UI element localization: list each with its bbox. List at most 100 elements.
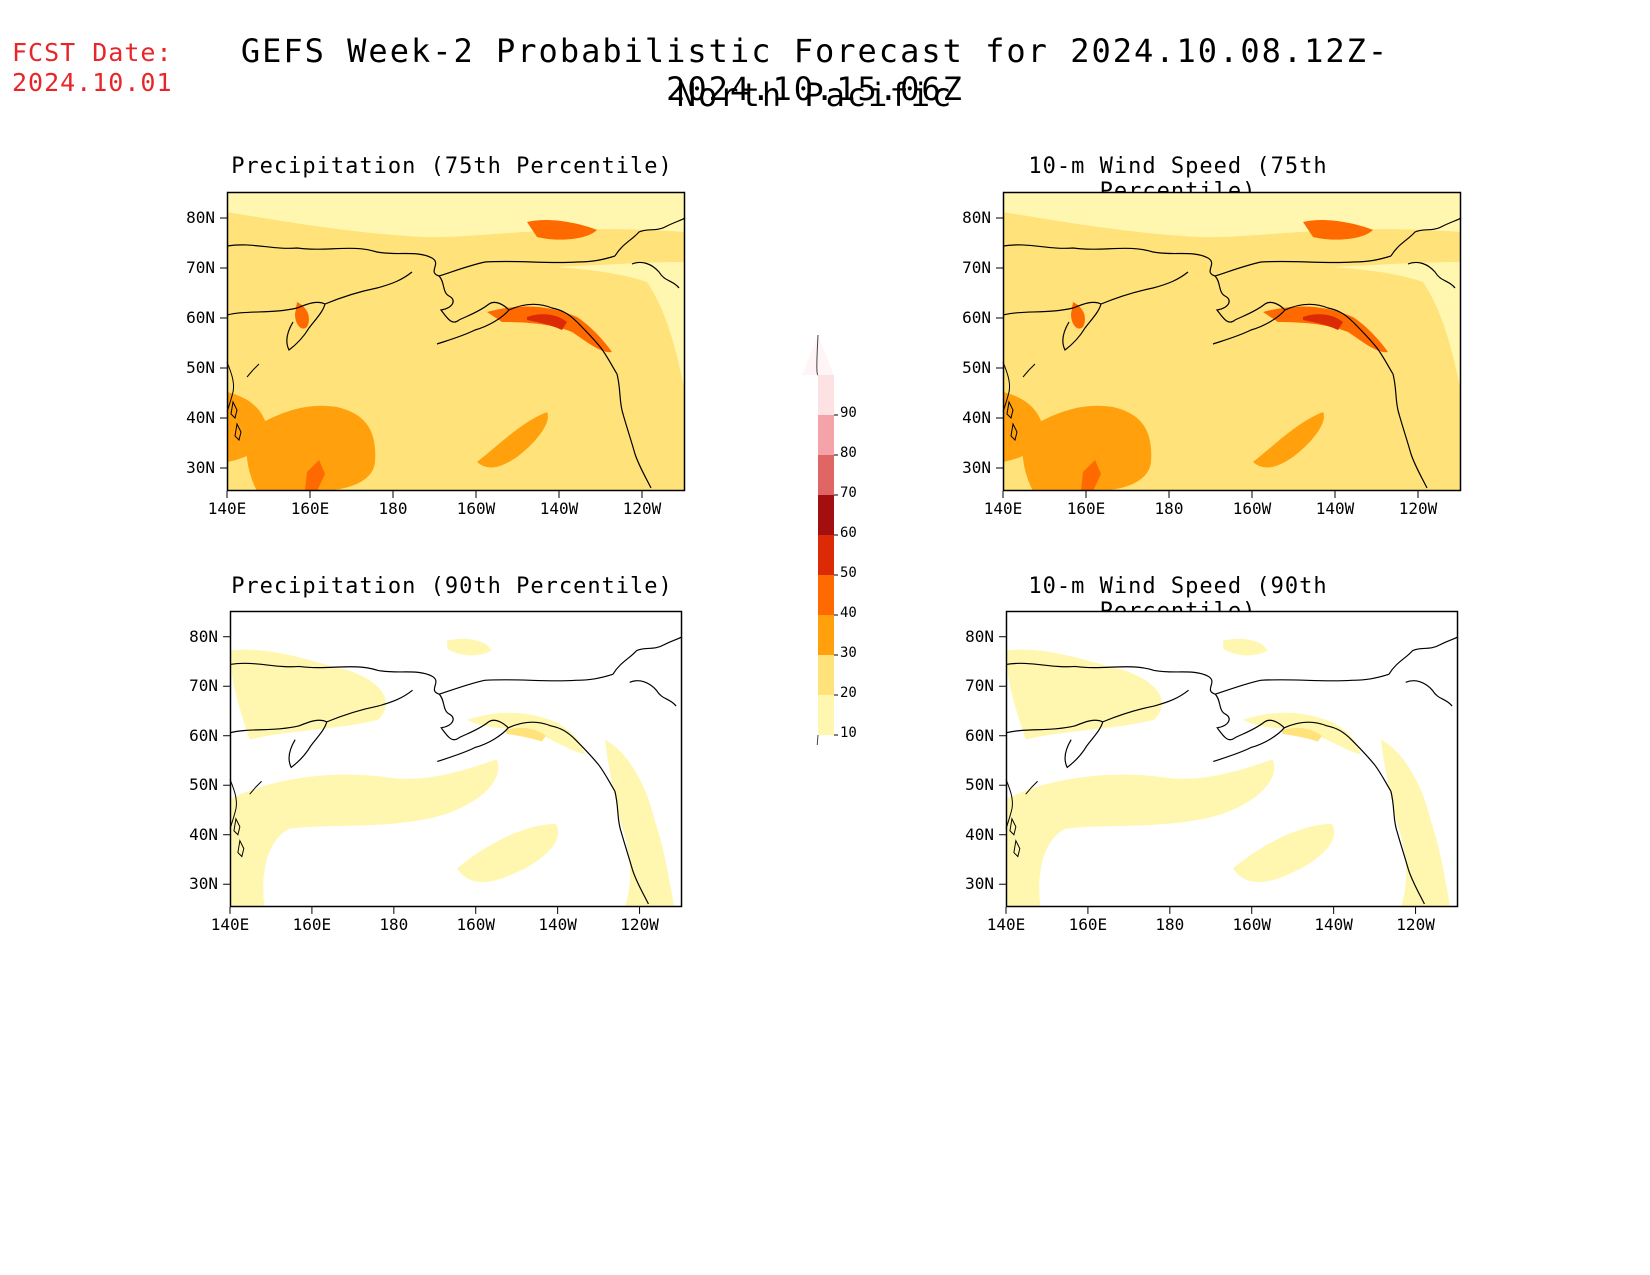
colorbar-swatch [818, 455, 834, 495]
wind90-shade-region [1006, 759, 1275, 907]
colorbar-label: 90 [840, 405, 857, 421]
precip75-lat-label: 40N [186, 408, 215, 427]
wind90-lat-label: 40N [965, 824, 994, 844]
precip90-frame [229, 610, 683, 908]
wind75-island [1022, 363, 1036, 378]
precip75-coastline [438, 275, 460, 323]
wind75-shade-region [1253, 412, 1324, 468]
wind90-lon-label: 160W [1232, 915, 1271, 934]
wind90-coastline [1005, 719, 1104, 769]
wind90-coastline [1213, 727, 1285, 763]
colorbar-top-arrow [802, 335, 834, 375]
precip75-coastline [631, 261, 680, 289]
precip75-shade-region [227, 212, 685, 269]
map-svg-precip90 [223, 610, 683, 914]
colorbar-label: 70 [840, 485, 857, 501]
precip75-shade-region [527, 219, 597, 240]
precip90-coastline [439, 673, 614, 695]
wind75-lon-label: 160W [1232, 499, 1272, 518]
precip75-island [246, 363, 260, 378]
wind75-coastline [1212, 309, 1286, 345]
precip90-shade-region [447, 638, 492, 656]
wind90-shade-region [1242, 712, 1362, 755]
wind90-lat-label: 80N [965, 626, 994, 646]
wind75-shade-region [1003, 212, 1461, 269]
panel-title-precip75: Precipitation (75th Percentile) [231, 154, 673, 179]
precip90-coastline [229, 719, 328, 769]
precip90-coastline [612, 636, 683, 675]
precip90-island [249, 780, 262, 795]
colorbar-label: 80 [840, 445, 857, 461]
precip75-lon-label: 140W [539, 499, 579, 518]
wind75-coastline [1284, 303, 1394, 375]
precip75-coastline [616, 373, 652, 489]
precip90-lat-label: 50N [189, 775, 218, 795]
precip90-shade-region [605, 739, 675, 907]
precip90-coastline [508, 721, 616, 792]
wind90-lon-label: 160E [1068, 915, 1108, 934]
precip75-lon-label: 180 [378, 499, 408, 518]
precip90-lat-label: 40N [189, 824, 218, 844]
wind75-lon-label: 140W [1315, 499, 1355, 518]
precip75-lon-label: 160E [290, 499, 330, 518]
precip90-lon-label: 120W [620, 915, 659, 934]
wind90-shade-region [1006, 649, 1162, 740]
precip75-shade-region [477, 412, 548, 468]
precip75-island [226, 361, 234, 413]
wind90-lon-label: 180 [1155, 915, 1185, 934]
wind90-lon-label: 140W [1314, 915, 1353, 934]
wind75-lat-label: 70N [962, 258, 991, 277]
wind75-island [1002, 361, 1010, 413]
wind90-coastline [1005, 662, 1216, 695]
precip90-coastline [326, 689, 413, 723]
precip90-lat-label: 60N [189, 725, 218, 745]
wind75-coastline [1214, 255, 1392, 277]
wind75-lat-label: 30N [962, 458, 991, 477]
wind75-island [1010, 422, 1018, 441]
wind75-shade-region [1022, 405, 1152, 491]
precip75-island [230, 400, 238, 419]
wind75-shade-region [1081, 460, 1101, 491]
precip75-island [234, 422, 242, 441]
precip75-coastline [226, 301, 326, 351]
colorbar-svg: 90 80 70 60 50 40 30 20 10 [802, 334, 857, 774]
precip90-lon-label: 160E [292, 915, 332, 934]
precip75-frame [226, 191, 686, 492]
wind75-coastline [1002, 301, 1102, 351]
wind75-frame [1002, 191, 1462, 492]
colorbar: 90 80 70 60 50 40 30 20 10 [800, 334, 880, 774]
wind90-island [1013, 839, 1021, 858]
precip75-coastline [614, 217, 686, 257]
wind75-lon-label: 180 [1154, 499, 1184, 518]
precip90-coastline [458, 719, 509, 739]
wind75-lon-label: 140E [983, 499, 1023, 518]
wind75-lat-label: 50N [962, 358, 991, 377]
colorbar-label: 50 [840, 565, 857, 581]
wind90-shade-region [1232, 823, 1335, 883]
precip90-island [233, 817, 241, 836]
precip75-coastline [438, 255, 616, 277]
wind75-shade-region [1263, 306, 1388, 353]
map-svg-precip75 [220, 191, 686, 498]
wind90-lat-label: 60N [965, 725, 994, 745]
wind90-shade-region [1223, 638, 1268, 656]
wind90-lat-label: 70N [965, 676, 994, 696]
precip75-coastline [458, 301, 510, 321]
colorbar-label: 40 [840, 605, 857, 621]
fcst-date-value: 2024.10.01 [12, 68, 173, 97]
colorbar-swatch [818, 695, 834, 735]
precip90-coastline [437, 727, 509, 763]
wind90-coastline [1388, 636, 1459, 675]
wind90-island [1025, 780, 1038, 795]
precip75-lat-label: 70N [186, 258, 215, 277]
precip90-shade-region [230, 649, 386, 740]
precip75-shade-region [527, 314, 567, 330]
wind75-coastline [1214, 275, 1236, 323]
wind75-lat-label: 80N [962, 208, 991, 227]
wind75-lat-label: 40N [962, 408, 991, 427]
precip75-shade-region [305, 460, 325, 491]
colorbar-swatch [818, 495, 834, 535]
precip75-lon-label: 120W [622, 499, 662, 518]
precip75-shade-region [295, 302, 309, 329]
wind90-shade-region [1282, 727, 1322, 742]
